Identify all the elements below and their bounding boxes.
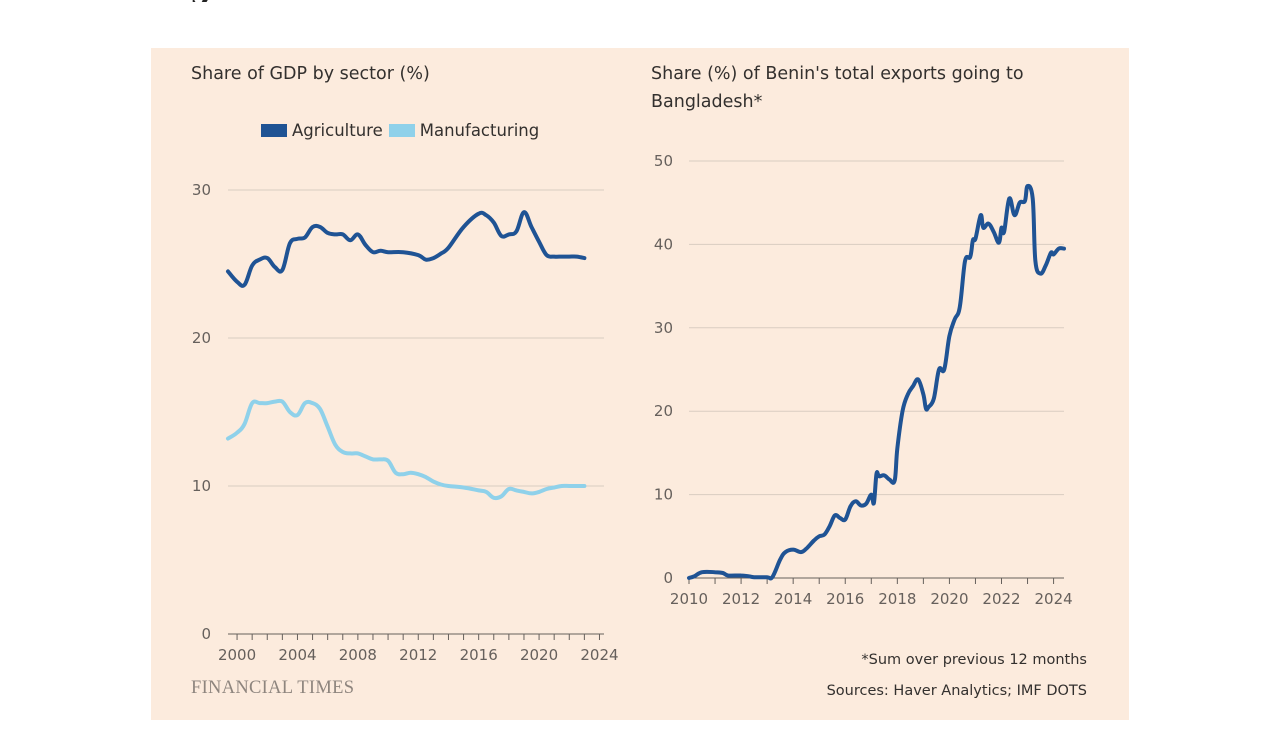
exports-xtick-label: 2024: [1034, 590, 1072, 608]
gdp-xtick-label: 2016: [460, 646, 498, 664]
exports-series-line-exports: [687, 183, 1066, 581]
exports-xtick-label: 2022: [982, 590, 1020, 608]
right-chart-title: Share (%) of Benin's total exports going…: [651, 64, 1024, 112]
gdp-series-line-agriculture: [226, 210, 587, 288]
exports-ytick-label: 30: [654, 319, 673, 337]
exports-ytick-label: 50: [654, 152, 673, 170]
gdp-ytick-label: 10: [192, 477, 211, 495]
exports-ytick-label: 10: [654, 486, 673, 504]
gdp-xtick-label: 2012: [399, 646, 437, 664]
cropped-heading-fragment: gh: [190, 0, 250, 2]
exports-ytick-label: 20: [654, 402, 673, 420]
gdp-share-chart: 0 10 20 30 2000 2004 2008 2012 2016 2020 2024: [192, 181, 619, 664]
footnote: *Sum over previous 12 months: [861, 652, 1087, 668]
left-chart-title: Share of GDP by sector (%): [191, 64, 430, 84]
legend-label-agriculture: Agriculture: [292, 121, 383, 140]
gdp-ytick-label: 0: [201, 625, 211, 643]
exports-xtick-label: 2014: [774, 590, 812, 608]
legend-swatch-manufacturing: [388, 124, 415, 137]
gdp-xtick-label: 2000: [218, 646, 256, 664]
gdp-xtick-label: 2020: [520, 646, 558, 664]
legend-swatch-agriculture: [261, 124, 287, 137]
exports-xtick-label: 2020: [930, 590, 968, 608]
gdp-xtick-label: 2004: [278, 646, 316, 664]
chart-panel: Share of GDP by sector (%) Share (%) of …: [151, 48, 1129, 720]
ft-logo: FINANCIAL TIMES: [191, 678, 355, 698]
exports-xtick-label: 2016: [826, 590, 864, 608]
legend-item-manufacturing: Manufacturing: [388, 121, 540, 140]
gdp-xtick-label: 2008: [339, 646, 377, 664]
exports-xtick-label: 2012: [722, 590, 760, 608]
gdp-ytick-label: 30: [192, 181, 211, 199]
gdp-series-line-manufacturing: [226, 398, 587, 501]
exports-xtick-label: 2010: [670, 590, 708, 608]
cropped-heading-text: gh: [190, 0, 250, 2]
legend-label-manufacturing: Manufacturing: [419, 121, 540, 140]
legend: Agriculture Manufacturing: [261, 121, 545, 140]
sources: Sources: Haver Analytics; IMF DOTS: [826, 683, 1087, 699]
gdp-xtick-label: 2024: [580, 646, 618, 664]
exports-xtick-label: 2018: [878, 590, 916, 608]
exports-ytick-label: 0: [663, 569, 673, 587]
exports-share-chart: 0 10 20 30 40 50 2010 2012 2014 2016 2018 2020 2022 2…: [654, 152, 1073, 608]
legend-item-agriculture: Agriculture: [261, 121, 383, 140]
gdp-ytick-label: 20: [192, 329, 211, 347]
exports-ytick-label: 40: [654, 235, 673, 253]
